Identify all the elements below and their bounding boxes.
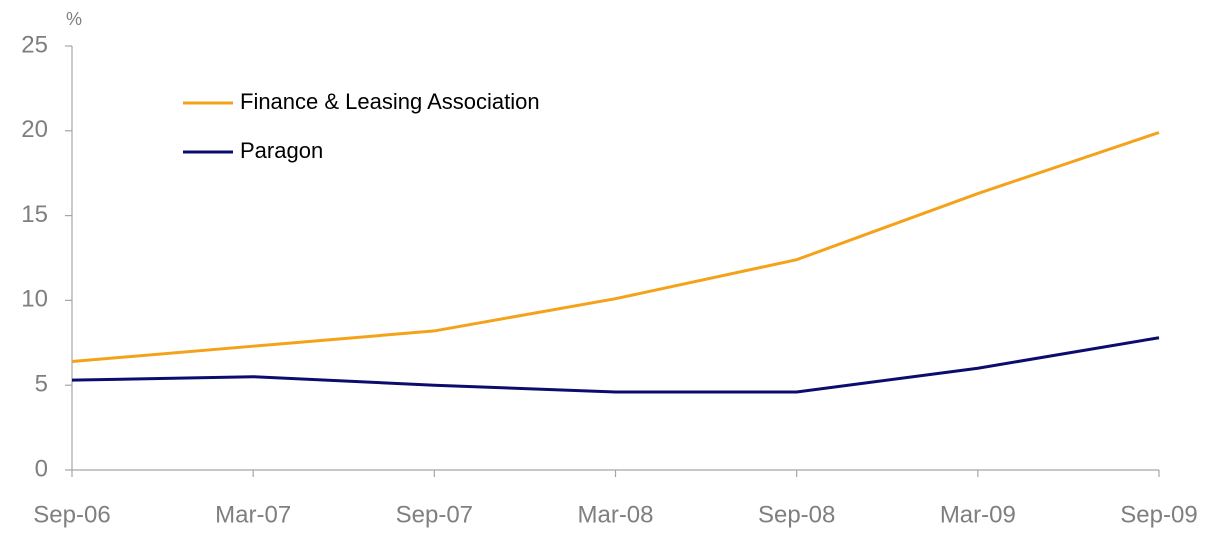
y-tick-label: 20: [21, 116, 48, 143]
y-axis-unit: %: [66, 9, 82, 29]
y-tick-label: 0: [35, 455, 48, 482]
y-tick-label: 10: [21, 286, 48, 313]
x-tick-label: Sep-06: [33, 501, 110, 528]
y-tick-label: 15: [21, 201, 48, 228]
legend-label: Paragon: [240, 138, 323, 163]
y-tick-label: 25: [21, 31, 48, 58]
x-tick-label: Mar-08: [577, 501, 653, 528]
series-line: [71, 131, 1160, 363]
y-tick-label: 5: [35, 371, 48, 398]
x-tick-label: Sep-07: [396, 501, 473, 528]
x-tick-label: Mar-07: [215, 501, 291, 528]
x-tick-label: Sep-08: [758, 501, 835, 528]
x-tick-label: Mar-09: [940, 501, 1016, 528]
legend-label: Finance & Leasing Association: [240, 89, 540, 114]
series-line: [71, 336, 1160, 394]
x-tick-label: Sep-09: [1120, 501, 1197, 528]
